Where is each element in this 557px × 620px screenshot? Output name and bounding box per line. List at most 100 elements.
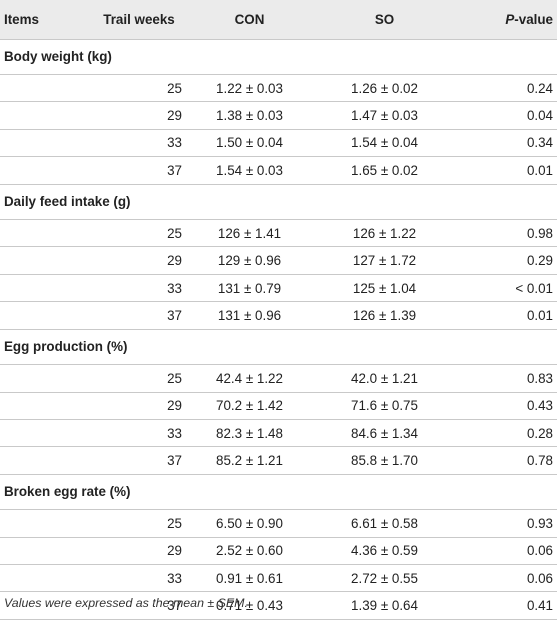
- header-so: SO: [374, 11, 395, 27]
- header-row: Items Trail weeks CON SO P-value: [0, 0, 557, 39]
- cell-con: 0.71 ± 0.43: [216, 598, 283, 614]
- cell-con: 2.52 ± 0.60: [216, 543, 283, 559]
- table-row: 37 1.54 ± 0.03 1.65 ± 0.02 0.01: [0, 156, 557, 184]
- cell-empty: [0, 302, 96, 329]
- cell-con: 42.4 ± 1.22: [216, 370, 283, 386]
- cell-p-value: 0.29: [526, 253, 553, 269]
- cell-so: 125 ± 1.04: [352, 280, 417, 296]
- cell-empty: [0, 419, 96, 446]
- cell-empty: [0, 564, 96, 591]
- cell-p-value: 0.06: [526, 570, 553, 586]
- cell-con: 85.2 ± 1.21: [216, 452, 283, 468]
- table-row: 37 85.2 ± 1.21 85.8 ± 1.70 0.78: [0, 446, 557, 474]
- table-footnote: Values were expressed as the mean ± SEM.: [4, 596, 248, 610]
- cell-so: 1.26 ± 0.02: [351, 80, 418, 96]
- cell-con: 1.50 ± 0.04: [216, 135, 283, 151]
- cell-con: 131 ± 0.96: [217, 307, 282, 323]
- cell-trail-week: 29: [167, 108, 182, 124]
- table-row: 29 70.2 ± 1.42 71.6 ± 0.75 0.43: [0, 392, 557, 419]
- cell-trail-week: 37: [167, 452, 182, 468]
- cell-empty: [0, 220, 96, 247]
- table-row: 33 131 ± 0.79 125 ± 1.04 < 0.01: [0, 274, 557, 301]
- cell-trail-week: 37: [167, 307, 182, 323]
- header-p-letter: P: [505, 11, 515, 27]
- table-row: 33 1.50 ± 0.04 1.54 ± 0.04 0.34: [0, 129, 557, 156]
- cell-so: 126 ± 1.39: [352, 307, 417, 323]
- cell-con: 0.91 ± 0.61: [216, 570, 283, 586]
- cell-so: 127 ± 1.72: [352, 253, 417, 269]
- cell-so: 84.6 ± 1.34: [351, 425, 418, 441]
- cell-trail-week: 29: [167, 398, 182, 414]
- cell-empty: [0, 447, 96, 474]
- cell-empty: [0, 537, 96, 564]
- cell-so: 2.72 ± 0.55: [351, 570, 418, 586]
- cell-con: 82.3 ± 1.48: [216, 425, 283, 441]
- header-con: CON: [234, 11, 265, 27]
- cell-empty: [0, 392, 96, 419]
- cell-empty: [0, 129, 96, 156]
- table-row: 25 42.4 ± 1.22 42.0 ± 1.21 0.83: [0, 364, 557, 392]
- cell-con: 126 ± 1.41: [217, 225, 282, 241]
- table-row: 33 0.91 ± 0.61 2.72 ± 0.55 0.06: [0, 564, 557, 591]
- section-title: Egg production (%): [4, 339, 128, 355]
- section-row: Daily feed intake (g): [0, 184, 557, 220]
- cell-trail-week: 33: [167, 135, 182, 151]
- cell-so: 4.36 ± 0.59: [351, 543, 418, 559]
- cell-trail-week: 25: [167, 370, 182, 386]
- table-row: 29 1.38 ± 0.03 1.47 ± 0.03 0.04: [0, 101, 557, 129]
- cell-con: 1.22 ± 0.03: [216, 80, 283, 96]
- cell-trail-week: 25: [167, 80, 182, 96]
- table-row: 25 126 ± 1.41 126 ± 1.22 0.98: [0, 219, 557, 247]
- cell-p-value: 0.34: [526, 135, 553, 151]
- cell-p-value: 0.28: [526, 425, 553, 441]
- cell-p-value: 0.43: [526, 398, 553, 414]
- section-row: Egg production (%): [0, 329, 557, 365]
- cell-empty: [0, 510, 96, 537]
- cell-so: 1.39 ± 0.64: [351, 598, 418, 614]
- cell-empty: [0, 247, 96, 274]
- cell-con: 1.54 ± 0.03: [216, 162, 283, 178]
- cell-p-value: 0.78: [526, 452, 553, 468]
- cell-so: 85.8 ± 1.70: [351, 452, 418, 468]
- table-row: 25 6.50 ± 0.90 6.61 ± 0.58 0.93: [0, 509, 557, 537]
- cell-trail-week: 37: [167, 598, 182, 614]
- table-row: 29 2.52 ± 0.60 4.36 ± 0.59 0.06: [0, 537, 557, 564]
- cell-p-value: 0.01: [526, 307, 553, 323]
- cell-con: 1.38 ± 0.03: [216, 108, 283, 124]
- cell-empty: [0, 102, 96, 129]
- header-p-suffix: -value: [514, 11, 553, 27]
- cell-trail-week: 33: [167, 280, 182, 296]
- cell-so: 1.47 ± 0.03: [351, 108, 418, 124]
- cell-trail-week: 29: [167, 253, 182, 269]
- cell-so: 71.6 ± 0.75: [351, 398, 418, 414]
- cell-trail-week: 33: [167, 570, 182, 586]
- cell-so: 126 ± 1.22: [352, 225, 417, 241]
- cell-trail-week: 25: [167, 225, 182, 241]
- cell-con: 6.50 ± 0.90: [216, 515, 283, 531]
- section-row: Broken egg rate (%): [0, 474, 557, 510]
- section-title: Daily feed intake (g): [4, 194, 131, 210]
- section-title: Body weight (kg): [4, 49, 112, 65]
- table-row: 33 82.3 ± 1.48 84.6 ± 1.34 0.28: [0, 419, 557, 446]
- cell-con: 70.2 ± 1.42: [216, 398, 283, 414]
- cell-p-value: 0.98: [526, 225, 553, 241]
- cell-con: 131 ± 0.79: [217, 280, 282, 296]
- cell-empty: [0, 75, 96, 102]
- table-row: 29 129 ± 0.96 127 ± 1.72 0.29: [0, 246, 557, 274]
- cell-trail-week: 37: [167, 162, 182, 178]
- cell-trail-week: 29: [167, 543, 182, 559]
- table-body: Body weight (kg) 25 1.22 ± 0.03 1.26 ± 0.02…: [0, 39, 557, 620]
- cell-so: 1.54 ± 0.04: [351, 135, 418, 151]
- cell-trail-week: 33: [167, 425, 182, 441]
- cell-con: 129 ± 0.96: [217, 253, 282, 269]
- cell-trail-week: 25: [167, 515, 182, 531]
- cell-p-value: < 0.01: [515, 280, 553, 296]
- table-row: 37 131 ± 0.96 126 ± 1.39 0.01: [0, 301, 557, 329]
- header-p-value: P-value: [452, 0, 557, 39]
- section-title: Broken egg rate (%): [4, 484, 131, 500]
- cell-so: 42.0 ± 1.21: [351, 370, 418, 386]
- header-trail-weeks: Trail weeks: [103, 11, 175, 27]
- cell-p-value: 0.83: [526, 370, 553, 386]
